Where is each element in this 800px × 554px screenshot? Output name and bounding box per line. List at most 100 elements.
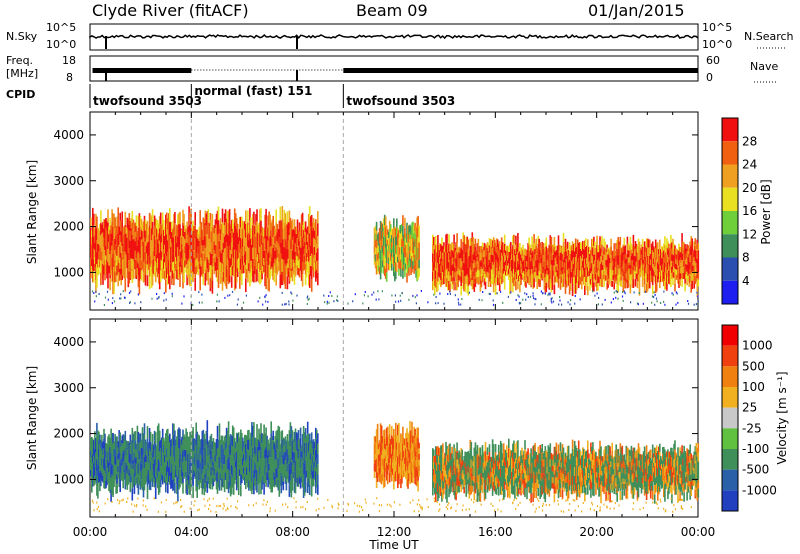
echo-cell: [121, 212, 123, 223]
echo-cell: [558, 279, 560, 288]
echo-cell: [96, 276, 98, 288]
echo-cell: [282, 206, 284, 219]
echo-cell: [238, 485, 240, 496]
scatter-point: [622, 291, 623, 293]
echo-cell: [256, 209, 258, 221]
echo-cell: [130, 483, 132, 493]
echo-cell: [587, 286, 589, 295]
echo-cell: [493, 283, 495, 292]
scatter-point: [458, 304, 459, 306]
scatter-point: [172, 293, 173, 295]
scatter-point: [120, 293, 121, 295]
scatter-point: [96, 295, 97, 297]
scatter-point: [435, 302, 436, 304]
nsky-tick-bottom: 10^0: [46, 38, 76, 51]
scatter-point: [657, 300, 658, 302]
scatter-point: [163, 300, 164, 302]
echo-cell: [435, 236, 437, 245]
scatter-point: [652, 295, 653, 297]
scatter-point: [166, 299, 167, 301]
scatter-point: [436, 296, 437, 298]
echo-cell: [585, 282, 587, 291]
echo-cell: [228, 421, 230, 433]
scatter-point: [510, 291, 511, 293]
echo-cell: [317, 273, 319, 285]
scatter-point: [157, 298, 158, 300]
scatter-point: [307, 303, 308, 305]
echo-cell: [659, 240, 661, 248]
echo-cell: [567, 242, 569, 249]
echo-cell: [391, 264, 393, 271]
echo-cell: [219, 423, 221, 434]
colorbar-tick-label: 20: [742, 181, 757, 195]
echo-cell: [317, 236, 319, 248]
echo-cell: [263, 483, 265, 495]
scatter-point: [323, 295, 324, 297]
scatter-point: [655, 294, 656, 296]
echo-cell: [229, 209, 231, 221]
echo-cell: [280, 207, 282, 221]
echo-cell: [317, 261, 319, 273]
cpid-segment-label: twofsound 3503: [346, 94, 455, 108]
echo-cell: [307, 422, 309, 434]
echo-cell: [317, 224, 319, 236]
echo-cell: [317, 454, 319, 464]
echo-cell: [292, 430, 294, 440]
echo-cell: [208, 209, 210, 222]
echo-cell: [633, 235, 635, 244]
echo-cell: [402, 215, 404, 226]
scatter-point: [469, 292, 470, 294]
echo-cell: [275, 210, 277, 223]
scatter-point: [461, 298, 462, 300]
echo-cell: [240, 485, 242, 496]
scatter-point: [634, 291, 635, 293]
echo-cell: [199, 210, 201, 223]
echo-cell: [387, 427, 389, 437]
echo-cell: [192, 427, 194, 439]
echo-cell: [563, 233, 565, 242]
scatter-point: [421, 290, 422, 292]
echo-cell: [468, 240, 470, 249]
echo-cell: [269, 268, 271, 279]
power-colorbar: 481216202428: [722, 118, 757, 304]
colorbar-tick-label: 12: [742, 227, 757, 241]
scatter-point: [550, 292, 551, 294]
echo-cell: [418, 242, 420, 251]
echo-cell: [604, 242, 606, 249]
scatter-point: [352, 300, 353, 302]
scatter-point: [580, 298, 581, 300]
colorbar-tick-label: 4: [742, 274, 750, 288]
echo-cell: [441, 238, 443, 246]
scatter-point: [535, 298, 536, 300]
echo-cell: [207, 420, 209, 432]
scatter-point: [333, 300, 334, 302]
scatter-point: [112, 297, 113, 299]
echo-cell: [194, 278, 196, 291]
echo-cell: [167, 483, 169, 494]
nave-label: Nave: [750, 60, 778, 73]
echo-cell: [417, 216, 419, 227]
scatter-point: [107, 291, 108, 293]
scatter-point: [129, 292, 130, 294]
echo-cell: [203, 274, 205, 285]
echo-cell: [418, 251, 420, 260]
echo-cell: [621, 281, 623, 288]
colorbar-swatch: [722, 211, 738, 234]
scatter-point: [238, 299, 239, 301]
echo-cell: [657, 242, 659, 249]
scatter-point: [569, 303, 570, 305]
scatter-point: [624, 291, 625, 293]
scatter-point: [308, 299, 309, 301]
echo-cell: [396, 219, 398, 228]
nsearch-tick-top: 10^5: [702, 21, 732, 34]
scatter-point: [290, 292, 291, 294]
echo-cell: [535, 239, 537, 246]
scatter-point: [447, 293, 448, 295]
scatter-point: [140, 301, 141, 303]
scatter-point: [395, 295, 396, 297]
scatter-point: [373, 292, 374, 294]
scatter-point: [559, 300, 560, 302]
cpid-segment-label: normal (fast) 151: [194, 84, 312, 98]
echo-cell: [253, 422, 255, 434]
echo-cell: [231, 277, 233, 288]
